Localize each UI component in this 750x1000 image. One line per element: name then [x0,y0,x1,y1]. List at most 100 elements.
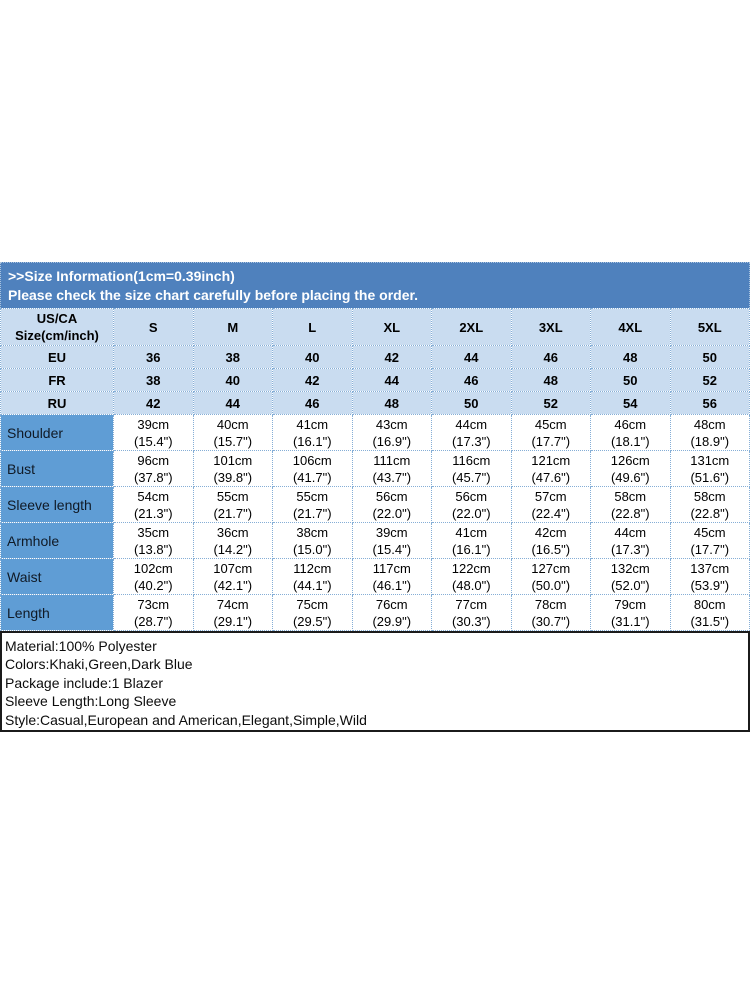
region-label: FR [0,368,114,392]
cm-value: 43cm [375,416,408,432]
inch-value: (22.8") [690,505,730,521]
measurement-value-cell: 121cm (47.6") [510,450,591,487]
cm-value: 96cm [137,452,170,468]
measurement-label: Length [0,594,114,631]
region-size-value: 40 [272,345,353,369]
inch-value: (21.7") [213,505,253,521]
inch-value: (15.4") [372,541,412,557]
measurement-value-cell: 56cm (22.0") [431,486,512,523]
region-size-value: 36 [113,345,194,369]
measurement-value-cell: 126cm (49.6") [590,450,671,487]
inch-value: (15.4") [133,433,173,449]
measurement-value-cell: 42cm (16.5") [510,522,591,559]
measurement-label: Shoulder [0,414,114,451]
measurement-value-cell: 58cm (22.8") [669,486,750,523]
cm-value: 117cm [372,560,411,576]
measurement-value-cell: 80cm (31.5") [669,594,750,631]
cm-value: 56cm [375,488,408,504]
measurement-value-cell: 58cm (22.8") [590,486,671,523]
region-row: FR 38 40 42 44 46 48 50 52 [0,368,750,392]
measurement-label: Bust [0,450,114,487]
cm-value: 40cm [216,416,249,432]
inch-value: (48.0") [451,577,491,593]
inch-value: (51.6") [690,469,730,485]
region-row: RU 42 44 46 48 50 52 54 56 [0,391,750,415]
cm-value: 79cm [614,596,647,612]
size-header-row: US/CA Size(cm/inch) S M L XL 2XL 3XL 4XL 5XL [0,308,750,346]
inch-value: (52.0") [610,577,650,593]
product-detail-line: Sleeve Length:Long Sleeve [5,693,177,710]
cm-value: 54cm [137,488,170,504]
cm-value: 122cm [451,560,491,576]
cm-value: 102cm [133,560,173,576]
cm-value: 45cm [693,524,726,540]
size-column-header: XL [351,308,432,346]
inch-value: (44.1") [292,577,332,593]
measurement-value-cell: 77cm (30.3") [431,594,512,631]
measurement-value-cell: 127cm (50.0") [510,558,591,595]
inch-value: (16.9") [372,433,412,449]
inch-value: (28.7") [133,613,173,629]
region-size-value: 50 [431,391,512,415]
measurement-label: Sleeve length [0,486,114,523]
cm-value: 137cm [690,560,730,576]
cm-value: 57cm [534,488,567,504]
region-label: RU [0,391,114,415]
inch-value: (53.9") [690,577,730,593]
measurement-value-cell: 41cm (16.1") [431,522,512,559]
region-size-value: 48 [510,368,591,392]
region-size-value: 54 [590,391,671,415]
cm-value: 48cm [693,416,726,432]
inch-value: (29.5") [292,613,332,629]
cm-value: 38cm [296,524,329,540]
measurement-value-cell: 48cm (18.9") [669,414,750,451]
inch-value: (29.9") [372,613,412,629]
size-info-banner: >>Size Information(1cm=0.39inch) Please … [0,262,750,308]
inch-value: (41.7") [292,469,332,485]
cm-value: 116cm [452,452,491,468]
product-detail-line: Style:Casual,European and American,Elega… [5,711,367,728]
measurement-value-cell: 38cm (15.0") [272,522,353,559]
cm-value: 101cm [213,452,253,468]
inch-value: (21.3") [133,505,173,521]
inch-value: (45.7") [451,469,491,485]
measurement-value-cell: 75cm (29.5") [272,594,353,631]
size-header-label-line2: Size(cm/inch) [15,328,99,343]
size-information-sheet: >>Size Information(1cm=0.39inch) Please … [0,262,750,732]
inch-value: (47.6") [531,469,571,485]
inch-value: (22.8") [610,505,650,521]
inch-value: (50.0") [531,577,571,593]
measurement-value-cell: 39cm (15.4") [351,522,432,559]
inch-value: (17.3") [451,433,491,449]
cm-value: 58cm [693,488,726,504]
cm-value: 58cm [614,488,647,504]
cm-value: 126cm [610,452,650,468]
inch-value: (21.7") [292,505,332,521]
measurement-value-cell: 73cm (28.7") [113,594,194,631]
measurement-value-cell: 79cm (31.1") [590,594,671,631]
size-column-header: L [272,308,353,346]
measurement-value-cell: 43cm (16.9") [351,414,432,451]
measurement-value-cell: 45cm (17.7") [669,522,750,559]
measurement-value-cell: 101cm (39.8") [192,450,273,487]
region-size-value: 38 [113,368,194,392]
inch-value: (22.0") [372,505,412,521]
region-size-value: 48 [590,345,671,369]
inch-value: (18.1") [610,433,650,449]
cm-value: 127cm [531,560,571,576]
inch-value: (31.5") [690,613,730,629]
size-column-header: 2XL [431,308,512,346]
measurement-value-cell: 74cm (29.1") [192,594,273,631]
measurement-row: Bust 96cm (37.8") 101cm (39.8") 106cm (41.7") 1… [0,450,750,487]
measurement-value-cell: 132cm (52.0") [590,558,671,595]
measurement-row: Shoulder 39cm (15.4") 40cm (15.7") 41cm (16.1"… [0,414,750,451]
size-column-header: 5XL [669,308,750,346]
cm-value: 121cm [531,452,571,468]
size-column-header: 4XL [590,308,671,346]
measurement-value-cell: 96cm (37.8") [113,450,194,487]
cm-value: 112cm [293,560,332,576]
inch-value: (22.4") [531,505,571,521]
cm-value: 111cm [373,452,411,468]
cm-value: 44cm [614,524,647,540]
measurement-value-cell: 46cm (18.1") [590,414,671,451]
